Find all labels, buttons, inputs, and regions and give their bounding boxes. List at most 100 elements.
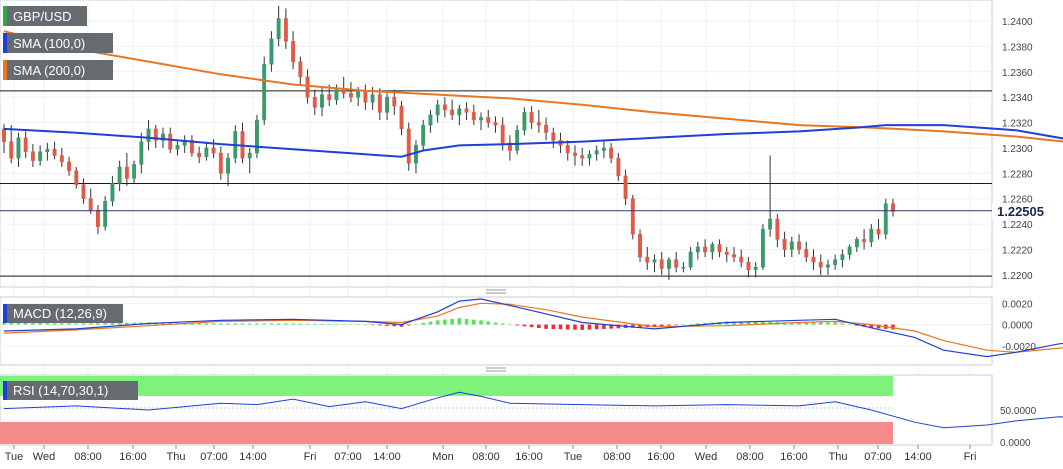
candle-body [688,251,693,268]
macd-hist-bar [219,323,223,325]
rsi-tick-label: 0.0000 [1000,438,1031,449]
macd-hist-bar [312,323,317,325]
price-tick-label: 1.2340 [1002,93,1033,104]
candle-body [356,90,361,98]
candle-body [797,241,801,250]
legend-sma100-label: SMA (100,0) [13,36,85,51]
macd-hist-bar [31,322,35,325]
candle-body [226,157,231,174]
macd-hist-bar [797,322,801,325]
macd-hist-bar [652,324,657,327]
time-tick-label: Tue [5,451,24,463]
price-tick-label: 1.2380 [1002,42,1033,53]
macd-hist-bar [602,324,606,329]
candle-body [103,200,108,227]
macd-hist-bar [399,324,404,327]
candle-body [486,117,491,123]
macd-hist-bar [818,322,823,325]
candle-body [695,246,700,253]
macd-hist-bar [508,324,512,326]
macd-hist-bar [284,323,288,325]
time-axis: Tue Wed 08:00 16:00 Thu 07:00 14:00 Fri 07:00 14:… [5,445,976,463]
macd-tick-label: -0.0020 [1002,342,1036,353]
candle-body [291,41,296,62]
candle-body [854,239,859,248]
candle-body [869,228,874,243]
time-tick-label: 07:00 [864,451,892,463]
candle-body [124,166,129,179]
candle-body [81,184,86,199]
macd-hist-bar [573,324,577,330]
macd-hist-bar [847,324,852,326]
macd-hist-bar [500,323,505,325]
macd-tick-label: 0.0020 [1002,299,1033,310]
panel-splitter-1[interactable] [486,289,506,294]
macd-hist-bar [67,323,71,325]
candle-body [529,112,534,123]
candle-body [500,124,505,144]
legend-sma200[interactable]: SMA (200,0) [3,60,113,80]
macd-hist-bar [190,323,194,325]
macd-histogram [2,318,895,330]
candle-body [175,145,180,150]
macd-hist-bar [320,323,324,325]
macd-hist-bar [840,323,845,325]
candle-body [544,124,549,133]
price-tick-label: 1.2300 [1002,144,1033,155]
candle-body [442,104,447,111]
price-tick-label: 1.2220 [1002,245,1033,256]
macd-tick-label: 0.0000 [1002,321,1033,332]
macd-hist-bar [341,324,346,325]
sma-100-line [3,124,1063,158]
candle-body [2,128,6,142]
candle-body [457,108,462,116]
panel-splitter-2[interactable] [486,367,506,372]
time-tick-label: Tue [564,451,583,463]
macd-hist-bar [262,323,266,325]
legend-symbol[interactable]: GBP/USD [3,6,87,26]
macd-hist-bar [551,324,556,330]
candle-body [204,147,209,158]
candle-body [406,128,411,164]
time-tick-label: Thu [829,451,848,463]
legend-sma100[interactable]: SMA (100,0) [3,33,113,53]
macd-hist-bar [168,322,173,325]
candle-body [746,261,751,271]
sma-200-line [3,30,1063,143]
candle-body [269,38,274,65]
candle-body [88,198,93,211]
macd-hist-bar [515,324,519,326]
candle-body [168,133,173,150]
candle-body [681,266,686,269]
macd-hist-bar [580,324,585,330]
candle-body [110,183,115,202]
time-tick-label: Thu [167,451,186,463]
macd-hist-bar [23,322,28,325]
candle-body [789,241,794,250]
macd-hist-bar [9,322,14,325]
candle-body [674,259,679,268]
candle-body [298,61,303,78]
candle-body [262,63,267,121]
legend-macd[interactable]: MACD (12,26,9) [3,304,123,323]
macd-hist-bar [161,322,165,325]
legend-symbol-label: GBP/USD [13,9,72,24]
candle-body [876,228,881,235]
candle-body [341,89,346,94]
macd-hist-bar [753,321,758,325]
macd-hist-bar [74,323,79,325]
price-tick-label: 1.2260 [1002,195,1033,206]
candle-body [826,264,830,268]
candle-body [59,155,64,163]
macd-line [3,298,1063,358]
candles [2,5,895,280]
candle-body [67,161,71,172]
macd-hist-bar [60,323,64,325]
price-tick-label: 1.2280 [1002,169,1033,180]
candle-body [818,261,823,268]
legend-rsi[interactable]: RSI (14,70,30,1) [3,381,138,400]
time-tick-label: 08:00 [74,451,102,463]
horizontal-levels [0,90,992,277]
macd-hist-bar [674,324,678,326]
macd-hist-bar [2,322,6,325]
